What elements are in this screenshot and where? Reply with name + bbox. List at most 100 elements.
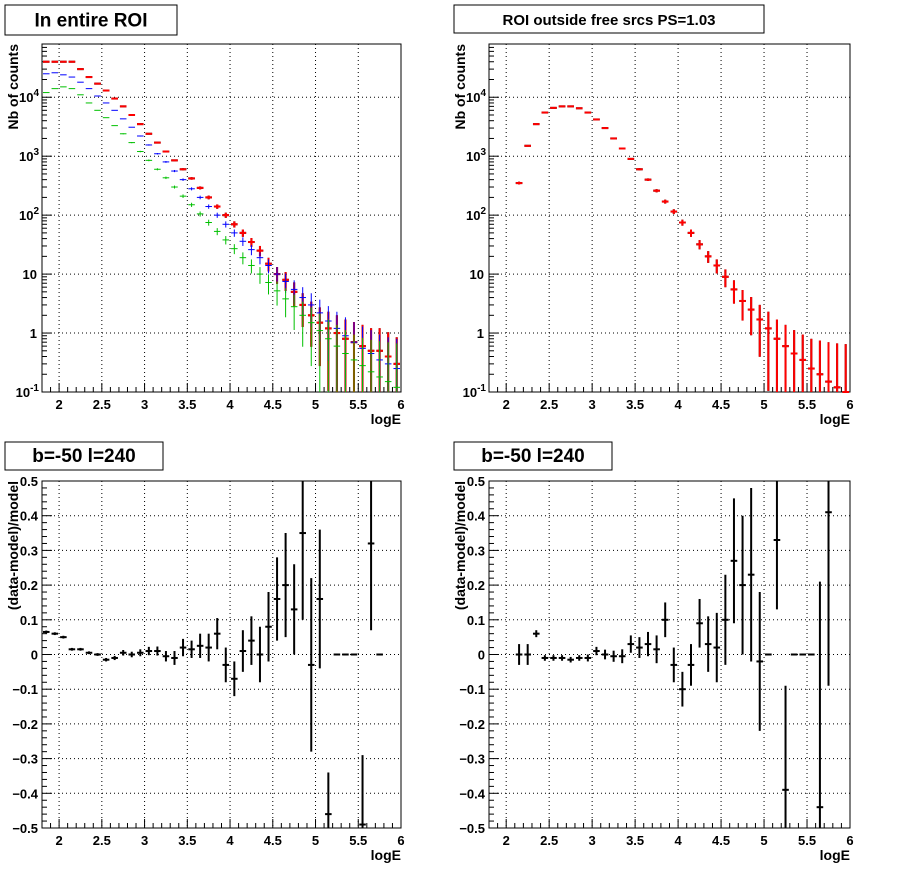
data-point xyxy=(222,221,230,228)
title-box xyxy=(453,441,613,471)
data-point xyxy=(773,319,781,392)
data-point xyxy=(367,339,375,392)
data-point xyxy=(154,168,161,171)
data-point xyxy=(128,651,136,658)
data-point xyxy=(256,267,264,284)
x-tick-label: 2 xyxy=(503,833,510,848)
data-point xyxy=(833,343,841,392)
data-point xyxy=(145,646,153,656)
series-1 xyxy=(515,105,849,393)
series-2 xyxy=(515,105,849,393)
y-tick-label: 102 xyxy=(466,206,486,223)
x-tick-label: 6 xyxy=(397,397,404,412)
data-point xyxy=(316,313,324,392)
y-tick-label: 0 xyxy=(478,648,485,663)
data-point xyxy=(171,651,178,665)
data-point xyxy=(307,578,315,752)
y-tick-label: 1 xyxy=(477,326,484,341)
data-point xyxy=(282,533,289,638)
data-point xyxy=(188,177,195,180)
data-point xyxy=(661,602,669,638)
x-tick-label: 4 xyxy=(674,833,682,848)
y-tick-label: 0.4 xyxy=(467,509,486,524)
x-tick-label: 3 xyxy=(141,833,148,848)
data-point xyxy=(627,635,635,653)
chart-title: b=-50 l=240 xyxy=(481,446,585,467)
data-point xyxy=(584,654,592,662)
data-point xyxy=(636,168,643,171)
y-tick-label: −0.5 xyxy=(12,821,38,836)
grid xyxy=(489,481,850,828)
data-point xyxy=(722,269,729,288)
y-tick-label: −0.3 xyxy=(459,752,485,767)
data-point xyxy=(213,618,221,650)
x-tick-label: 2 xyxy=(55,833,62,848)
x-tick-label: 2.5 xyxy=(93,833,111,848)
data-point xyxy=(188,187,195,191)
data-point xyxy=(661,199,669,204)
x-tick-label: 5.5 xyxy=(349,397,367,412)
data-point xyxy=(248,259,255,274)
data-point xyxy=(171,159,178,162)
y-tick-label: 0.1 xyxy=(467,613,485,628)
series-3 xyxy=(43,72,400,392)
data-point xyxy=(94,653,101,656)
x-tick-label: 5.5 xyxy=(798,397,816,412)
data-point xyxy=(575,655,583,661)
series-1 xyxy=(43,481,383,828)
data-point xyxy=(627,157,635,160)
data-point xyxy=(205,219,212,226)
y-axis-label: Nb of counts xyxy=(452,44,468,130)
data-point xyxy=(367,481,375,631)
y-tick-label: 10 xyxy=(470,267,484,282)
data-point xyxy=(265,592,272,662)
data-point xyxy=(773,481,781,610)
x-tick-label: 2.5 xyxy=(540,833,558,848)
x-tick-label: 5 xyxy=(312,833,319,848)
x-tick-label: 3 xyxy=(589,833,596,848)
y-tick-label: −0.5 xyxy=(459,821,485,836)
chart-title: b=-50 l=240 xyxy=(32,446,136,467)
data-point xyxy=(816,581,824,828)
y-axis-label: (data-model)/model xyxy=(452,481,468,610)
data-point xyxy=(51,632,59,636)
data-point xyxy=(179,638,187,657)
y-tick-label: 0.1 xyxy=(20,613,38,628)
y-tick-label: 10 xyxy=(23,267,37,282)
data-point xyxy=(205,195,212,200)
data-point xyxy=(799,334,807,392)
x-tick-label: 2 xyxy=(55,397,62,412)
data-point xyxy=(524,144,531,147)
y-tick-label: 1 xyxy=(30,326,37,341)
data-point xyxy=(273,557,281,641)
y-axis-label: (data-model)/model xyxy=(5,481,21,610)
plot-frame xyxy=(488,43,851,393)
x-tick-label: 6 xyxy=(397,833,404,848)
data-point xyxy=(154,152,161,155)
data-point xyxy=(299,481,306,620)
data-point xyxy=(179,168,187,171)
data-point xyxy=(145,159,153,162)
data-point xyxy=(316,529,324,669)
data-point xyxy=(393,343,400,392)
data-point xyxy=(154,141,161,144)
title-box xyxy=(453,4,765,34)
x-tick-label: 6 xyxy=(846,397,853,412)
data-point xyxy=(162,150,170,153)
y-tick-label: −0.2 xyxy=(459,717,485,732)
data-point xyxy=(722,574,729,665)
y-tick-label: 0.3 xyxy=(20,543,38,558)
data-point xyxy=(756,592,764,731)
data-point xyxy=(145,144,153,146)
data-point xyxy=(376,341,383,392)
data-point xyxy=(77,647,84,651)
y-tick-label: 0.5 xyxy=(20,474,38,489)
data-point xyxy=(179,178,187,181)
chart-title: In entire ROI xyxy=(35,11,148,32)
data-point xyxy=(119,649,127,656)
data-point xyxy=(610,137,617,140)
x-tick-label: 3 xyxy=(141,397,148,412)
data-point xyxy=(765,311,772,391)
